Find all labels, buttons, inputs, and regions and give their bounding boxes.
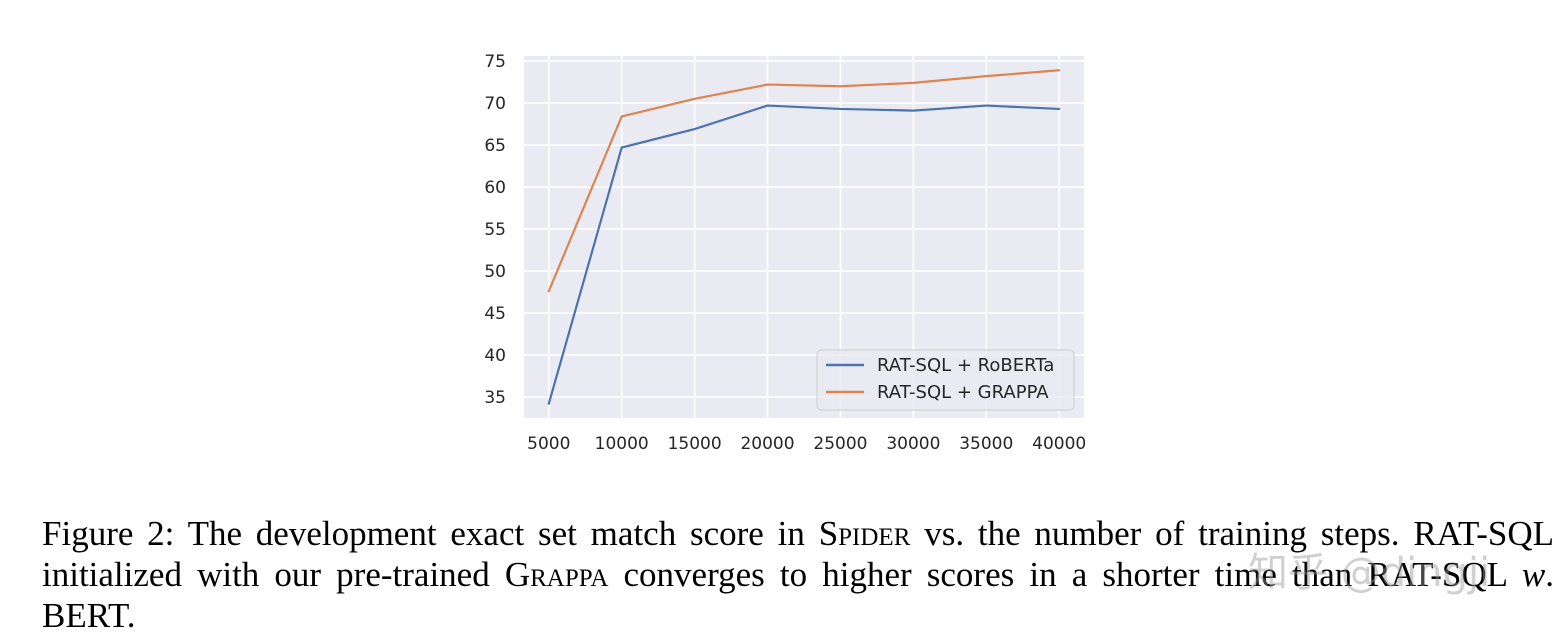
- series-line-1: [547, 69, 1061, 293]
- figure-caption: Figure 2: The development exact set matc…: [42, 513, 1554, 636]
- x-tick-label: 10000: [595, 434, 649, 454]
- y-tick-label: 45: [484, 304, 506, 324]
- x-tick-label: 20000: [740, 434, 794, 454]
- caption-grappa: Grappa: [504, 555, 609, 594]
- caption-part4: . BERT.: [42, 555, 1554, 635]
- legend-label-grappa: RAT-SQL + GRAPPA: [877, 382, 1049, 403]
- y-tick-label: 50: [484, 262, 506, 282]
- y-tick-label: 75: [484, 52, 506, 72]
- x-tick-label: 40000: [1032, 434, 1086, 454]
- y-tick-label: 60: [484, 178, 506, 198]
- line-chart: 35 40 45 50 55 60 65 70 75 5000 10000 15000 20000 25…: [484, 52, 1086, 454]
- y-tick-label: 35: [484, 388, 506, 408]
- caption-spider: Spider: [818, 514, 911, 553]
- x-axis-ticks: 5000 10000 15000 20000 25000 30000 35000 40000: [527, 434, 1086, 454]
- caption-part3: converges to higher scores in a shorter …: [608, 555, 1522, 594]
- y-tick-label: 40: [484, 346, 506, 366]
- y-axis-ticks: 35 40 45 50 55 60 65 70 75: [484, 52, 506, 408]
- y-tick-label: 55: [484, 220, 506, 240]
- caption-part2: vs. the number of training steps. RAT-SQ…: [42, 514, 1554, 594]
- caption-part1: The development exact set match score in: [174, 514, 819, 553]
- caption-w: w: [1521, 555, 1546, 594]
- x-tick-label: 25000: [813, 434, 867, 454]
- x-tick-label: 35000: [959, 434, 1013, 454]
- series-lines: [547, 69, 1061, 405]
- y-tick-label: 65: [484, 136, 506, 156]
- caption-label: Figure 2:: [42, 514, 175, 553]
- y-tick-label: 70: [484, 94, 506, 114]
- x-tick-label: 5000: [527, 434, 570, 454]
- legend: RAT-SQL + RoBERTa RAT-SQL + GRAPPA: [816, 349, 1075, 411]
- legend-box: [816, 349, 1075, 411]
- gridlines: [524, 56, 1084, 418]
- watermark: 知乎 @dingji: [1248, 550, 1491, 596]
- legend-label-roberta: RAT-SQL + RoBERTa: [877, 355, 1054, 376]
- x-tick-label: 15000: [668, 434, 722, 454]
- series-line-0: [547, 104, 1061, 405]
- x-tick-label: 30000: [886, 434, 940, 454]
